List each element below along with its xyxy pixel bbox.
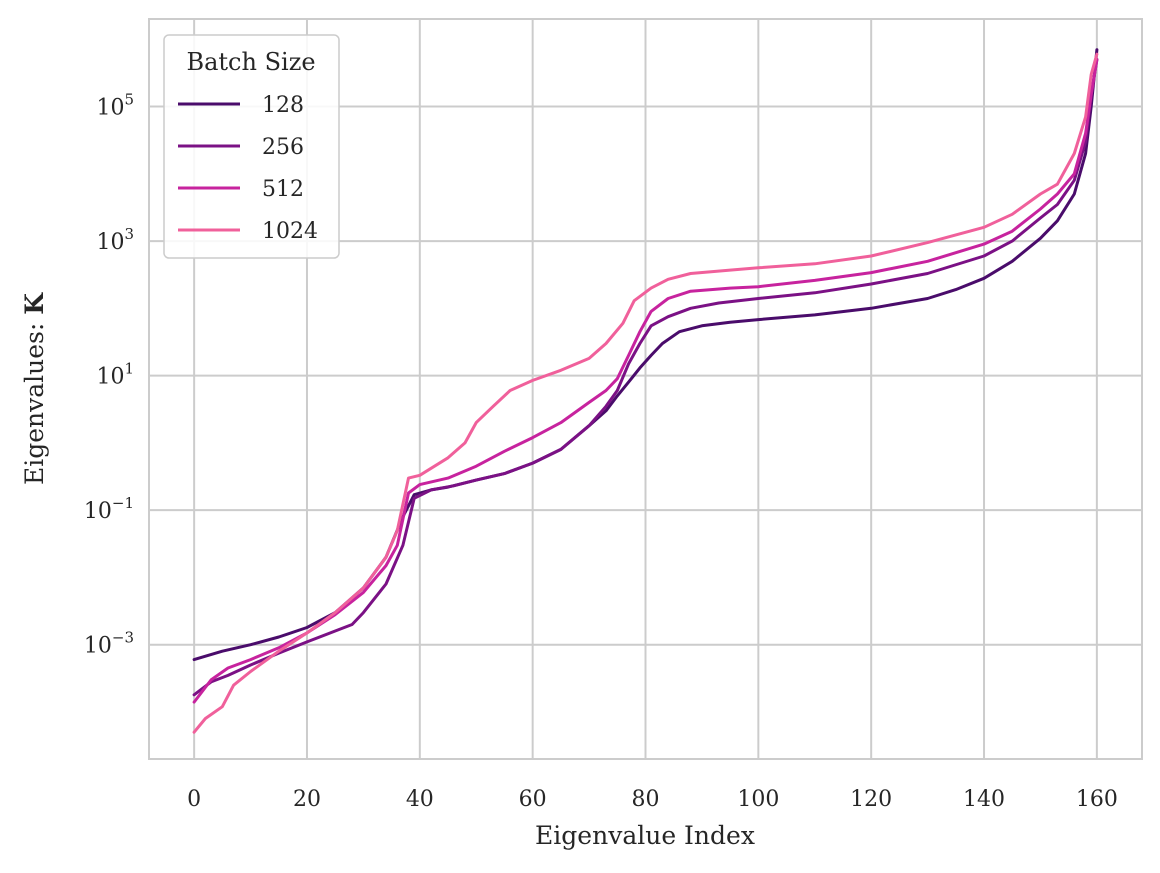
x-tick-label: 20 [293,787,321,812]
y-tick-label: 101 [96,360,134,390]
legend-title: Batch Size [186,48,315,76]
legend-items: 128 256 512 1024 [178,93,318,244]
series-line-256 [192,58,1099,697]
series-layer [192,48,1099,734]
x-tick-label: 40 [406,787,434,812]
legend-label-256: 256 [262,135,304,160]
y-tick-labels: 10−3 10−1 101 103 105 [84,91,134,659]
plot-frame [148,18,1143,760]
legend: Batch Size 128 256 512 1024 [163,34,340,259]
grid [149,19,1142,759]
y-axis-label-symbol: K [20,292,49,315]
series-line-512 [192,58,1099,704]
x-tick-label: 0 [187,787,201,812]
x-tick-label: 100 [737,787,779,812]
y-axis-label: Eigenvalues: K [20,292,49,485]
legend-box [163,34,340,259]
y-tick-label: 105 [96,91,134,121]
y-tick-label: 10−1 [84,494,134,524]
y-tick-label: 10−3 [84,629,134,659]
x-tick-label: 140 [963,787,1005,812]
legend-label-512: 512 [262,177,304,202]
y-tick-label: 103 [96,225,134,255]
series-line-1024 [192,52,1099,734]
x-tick-label: 60 [519,787,547,812]
x-tick-label: 80 [632,787,660,812]
x-axis-label: Eigenvalue Index [535,821,755,850]
legend-label-128: 128 [262,93,304,118]
y-axis-label-text: Eigenvalues: [20,315,49,485]
x-tick-labels: 0 20 40 60 80 100 120 140 160 [187,787,1118,812]
x-tick-label: 120 [850,787,892,812]
x-tick-label: 160 [1076,787,1118,812]
legend-label-1024: 1024 [262,219,318,244]
